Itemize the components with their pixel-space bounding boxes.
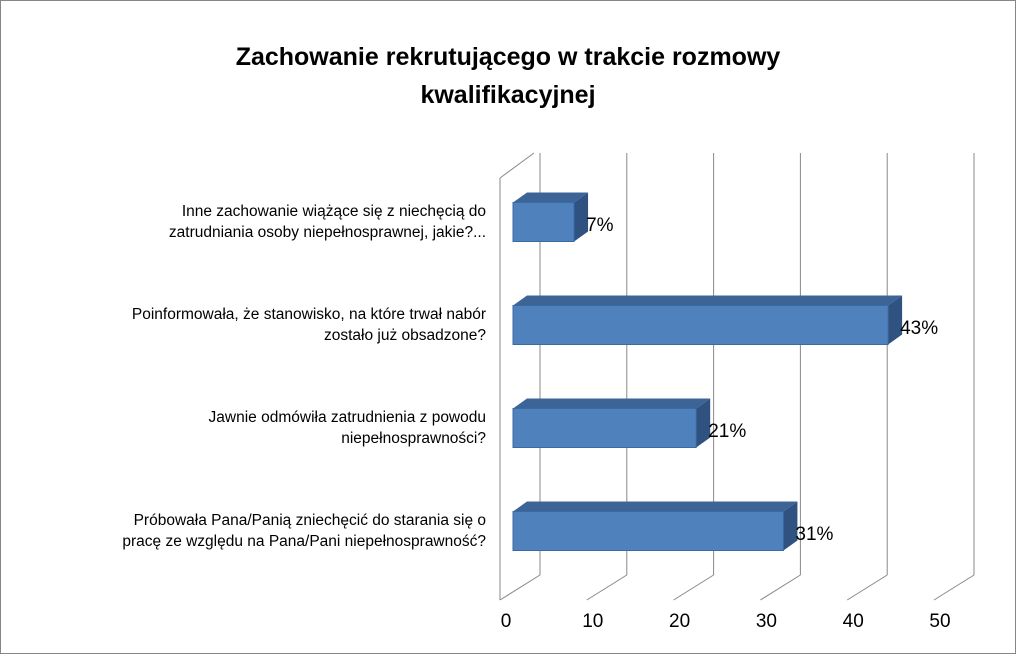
bar-front <box>512 305 889 345</box>
grid-line <box>846 574 888 601</box>
chart-title: Zachowanie rekrutującego w trakcie rozmo… <box>235 43 781 109</box>
x-tick-label: 20 <box>669 611 690 632</box>
category-label: Próbowała Pana/Panią zniechęcić do stara… <box>122 512 486 550</box>
bar <box>512 398 711 448</box>
x-tick-label: 30 <box>756 611 777 632</box>
grid-line <box>499 574 541 601</box>
bar <box>512 192 589 242</box>
category-label: Inne zachowanie wiążące się z niechęcią … <box>168 203 486 241</box>
bar <box>512 501 798 551</box>
bar-top <box>513 192 589 203</box>
wall-edge <box>499 152 535 179</box>
grid-line <box>673 574 714 601</box>
grid-line <box>933 574 975 601</box>
bar-top <box>513 501 798 512</box>
bar <box>512 295 903 345</box>
bar-side <box>783 501 798 551</box>
x-tick-label: 50 <box>929 611 950 632</box>
grid-line <box>760 574 801 601</box>
category-label: Jawnie odmówiła zatrudnienia z powodu ni… <box>208 409 486 447</box>
value-label: 43% <box>900 318 938 339</box>
x-tick-label: 40 <box>843 611 864 632</box>
bar-front <box>512 408 697 448</box>
value-label: 21% <box>708 421 746 442</box>
bar-side <box>888 295 903 345</box>
category-label: Poinformowała, że stanowisko, na które t… <box>131 306 486 344</box>
bar-side <box>696 398 711 448</box>
bar-top <box>513 398 711 409</box>
bar-front <box>512 511 784 551</box>
grid-line <box>586 574 628 601</box>
x-tick-label: 0 <box>501 611 512 632</box>
bar-side <box>574 192 589 242</box>
x-tick-label: 10 <box>582 611 603 632</box>
value-label: 7% <box>586 215 614 236</box>
bar-front <box>512 202 575 242</box>
bar-top <box>513 295 903 306</box>
value-label: 31% <box>795 524 833 545</box>
